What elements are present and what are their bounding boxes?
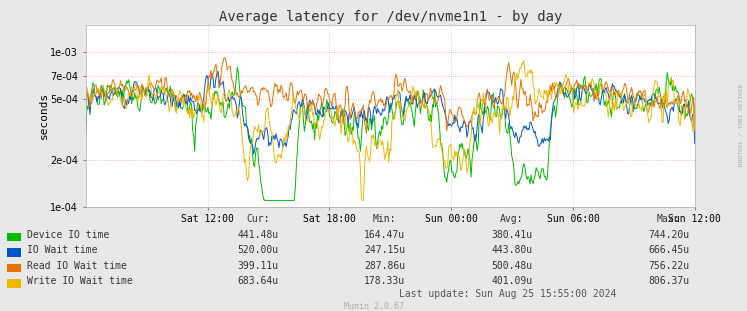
- Text: Write IO Wait time: Write IO Wait time: [27, 276, 133, 286]
- Text: 756.22u: 756.22u: [648, 261, 689, 271]
- Text: 380.41u: 380.41u: [491, 230, 533, 240]
- Text: 666.45u: 666.45u: [648, 245, 689, 255]
- Text: 164.47u: 164.47u: [364, 230, 406, 240]
- Text: 399.11u: 399.11u: [237, 261, 279, 271]
- Text: Last update: Sun Aug 25 15:55:00 2024: Last update: Sun Aug 25 15:55:00 2024: [400, 289, 616, 299]
- Text: 443.80u: 443.80u: [491, 245, 533, 255]
- Text: IO Wait time: IO Wait time: [27, 245, 97, 255]
- Y-axis label: seconds: seconds: [39, 92, 49, 139]
- Text: 247.15u: 247.15u: [364, 245, 406, 255]
- Text: 500.48u: 500.48u: [491, 261, 533, 271]
- Text: 520.00u: 520.00u: [237, 245, 279, 255]
- Text: 806.37u: 806.37u: [648, 276, 689, 286]
- Title: Average latency for /dev/nvme1n1 - by day: Average latency for /dev/nvme1n1 - by da…: [219, 10, 562, 24]
- Text: Munin 2.0.67: Munin 2.0.67: [344, 301, 403, 310]
- Text: Avg:: Avg:: [500, 214, 524, 224]
- Text: 744.20u: 744.20u: [648, 230, 689, 240]
- Text: Max:: Max:: [657, 214, 681, 224]
- Text: Read IO Wait time: Read IO Wait time: [27, 261, 127, 271]
- Text: RRDTOOL / TOBI OETIKER: RRDTOOL / TOBI OETIKER: [738, 83, 743, 166]
- Text: Device IO time: Device IO time: [27, 230, 109, 240]
- Text: 441.48u: 441.48u: [237, 230, 279, 240]
- Text: 287.86u: 287.86u: [364, 261, 406, 271]
- Text: Cur:: Cur:: [246, 214, 270, 224]
- Text: 683.64u: 683.64u: [237, 276, 279, 286]
- Text: Min:: Min:: [373, 214, 397, 224]
- Text: 401.09u: 401.09u: [491, 276, 533, 286]
- Text: 178.33u: 178.33u: [364, 276, 406, 286]
